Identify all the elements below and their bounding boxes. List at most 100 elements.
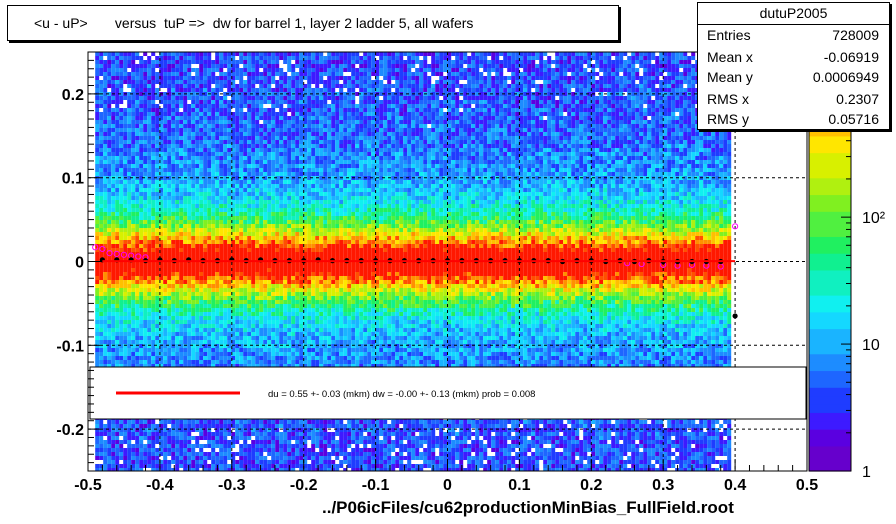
heatmap-cell	[239, 200, 244, 204]
heatmap-cell	[143, 340, 148, 344]
heatmap-cell	[251, 276, 256, 280]
heatmap-cell	[215, 348, 220, 352]
heatmap-cell	[103, 468, 108, 471]
heatmap-cell	[271, 88, 276, 92]
heatmap-cell	[259, 180, 264, 184]
heatmap-cell	[103, 148, 108, 152]
heatmap-cell	[191, 108, 196, 112]
heatmap-cell	[95, 272, 100, 276]
heatmap-cell	[103, 280, 108, 284]
heatmap-cell	[127, 232, 132, 236]
heatmap-cell	[95, 320, 100, 324]
heatmap-cell	[167, 328, 172, 332]
heatmap-cell	[175, 440, 180, 444]
heatmap-cell	[151, 124, 156, 128]
heatmap-cell	[215, 144, 220, 148]
heatmap-cell	[267, 344, 272, 348]
heatmap-cell	[203, 312, 208, 316]
heatmap-cell	[235, 264, 240, 268]
heatmap-cell	[279, 128, 284, 132]
heatmap-cell	[231, 236, 236, 240]
heatmap-cell	[115, 168, 120, 172]
heatmap-cell	[167, 344, 172, 348]
heatmap-cell	[119, 296, 124, 300]
heatmap-cell	[143, 280, 148, 284]
heatmap-cell	[211, 244, 216, 248]
heatmap-cell	[143, 168, 148, 172]
heatmap-cell	[111, 232, 116, 236]
heatmap-cell	[195, 184, 200, 188]
heatmap-cell	[199, 160, 204, 164]
heatmap-cell	[267, 280, 272, 284]
heatmap-cell	[167, 220, 172, 224]
heatmap-cell	[147, 300, 152, 304]
heatmap-cell	[207, 96, 212, 100]
heatmap-cell	[135, 184, 140, 188]
heatmap-cell	[139, 316, 144, 320]
heatmap-cell	[95, 164, 100, 168]
heatmap-cell	[211, 292, 216, 296]
heatmap-cell	[183, 312, 188, 316]
heatmap-cell	[247, 448, 252, 452]
heatmap-cell	[239, 212, 244, 216]
heatmap-cell	[251, 96, 256, 100]
heatmap-cell	[219, 108, 224, 112]
heatmap-cell	[239, 204, 244, 208]
heatmap-cell	[191, 88, 196, 92]
heatmap-cell	[135, 424, 140, 428]
heatmap-cell	[99, 440, 104, 444]
heatmap-cell	[191, 76, 196, 80]
heatmap-cell	[247, 56, 252, 60]
heatmap-cell	[187, 172, 192, 176]
heatmap-cell	[115, 188, 120, 192]
heatmap-cell	[115, 340, 120, 344]
heatmap-cell	[159, 120, 164, 124]
heatmap-cell	[243, 160, 248, 164]
heatmap-cell	[223, 444, 228, 448]
heatmap-cell	[115, 444, 120, 448]
heatmap-cell	[275, 100, 280, 104]
heatmap-cell	[215, 56, 220, 60]
heatmap-cell	[159, 352, 164, 356]
heatmap-cell	[143, 328, 148, 332]
heatmap-cell	[267, 136, 272, 140]
heatmap-cell	[239, 180, 244, 184]
heatmap-cell	[251, 180, 256, 184]
heatmap-cell	[155, 224, 160, 228]
heatmap-cell	[239, 452, 244, 456]
heatmap-cell	[107, 268, 112, 272]
heatmap-cell	[247, 252, 252, 256]
heatmap-cell	[227, 344, 232, 348]
heatmap-cell	[255, 100, 260, 104]
heatmap-cell	[167, 320, 172, 324]
heatmap-cell	[287, 248, 292, 252]
heatmap-cell	[231, 340, 236, 344]
heatmap-cell	[239, 84, 244, 88]
heatmap-cell	[103, 52, 108, 56]
heatmap-cell	[275, 128, 280, 132]
heatmap-cell	[203, 256, 208, 260]
heatmap-cell	[123, 440, 128, 444]
heatmap-cell	[227, 64, 232, 68]
heatmap-cell	[147, 272, 152, 276]
heatmap-cell	[111, 96, 116, 100]
heatmap-cell	[203, 96, 208, 100]
heatmap-cell	[247, 364, 252, 368]
heatmap-cell	[235, 276, 240, 280]
heatmap-cell	[203, 252, 208, 256]
heatmap-cell	[279, 228, 284, 232]
heatmap-cell	[211, 224, 216, 228]
heatmap-cell	[235, 176, 240, 180]
heatmap-cell	[235, 228, 240, 232]
heatmap-cell	[199, 144, 204, 148]
heatmap-cell	[175, 316, 180, 320]
heatmap-cell	[167, 280, 172, 284]
heatmap-cell	[239, 120, 244, 124]
heatmap-cell	[235, 248, 240, 252]
heatmap-cell	[143, 236, 148, 240]
heatmap-cell	[167, 216, 172, 220]
heatmap-cell	[231, 196, 236, 200]
heatmap-cell	[135, 436, 140, 440]
heatmap-cell	[163, 212, 168, 216]
heatmap-cell	[123, 436, 128, 440]
